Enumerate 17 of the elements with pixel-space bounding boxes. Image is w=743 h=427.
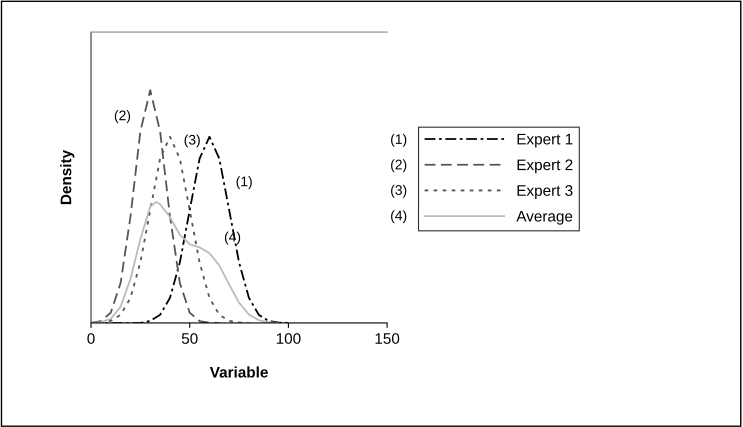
annotation: (1) (236, 176, 252, 190)
y-axis-title: Density (60, 150, 74, 204)
text: (2) (391, 159, 406, 172)
annotation: (2) (114, 110, 130, 124)
x-tick-label: 0 (87, 333, 95, 344)
x-tick-label: 150 (376, 333, 400, 344)
text: Expert 2 (518, 159, 572, 174)
text: Expert 3 (518, 185, 573, 199)
text: (4) (391, 210, 406, 224)
x-axis-title: Variable (210, 366, 268, 378)
annotation: (3) (184, 134, 200, 148)
x-tick-label: 100 (276, 333, 301, 344)
text: Average (516, 210, 572, 225)
text: (3) (391, 184, 406, 198)
x-tick-label: 50 (182, 333, 198, 344)
text: (1) (391, 134, 406, 147)
text: Expert 1 (518, 134, 572, 148)
